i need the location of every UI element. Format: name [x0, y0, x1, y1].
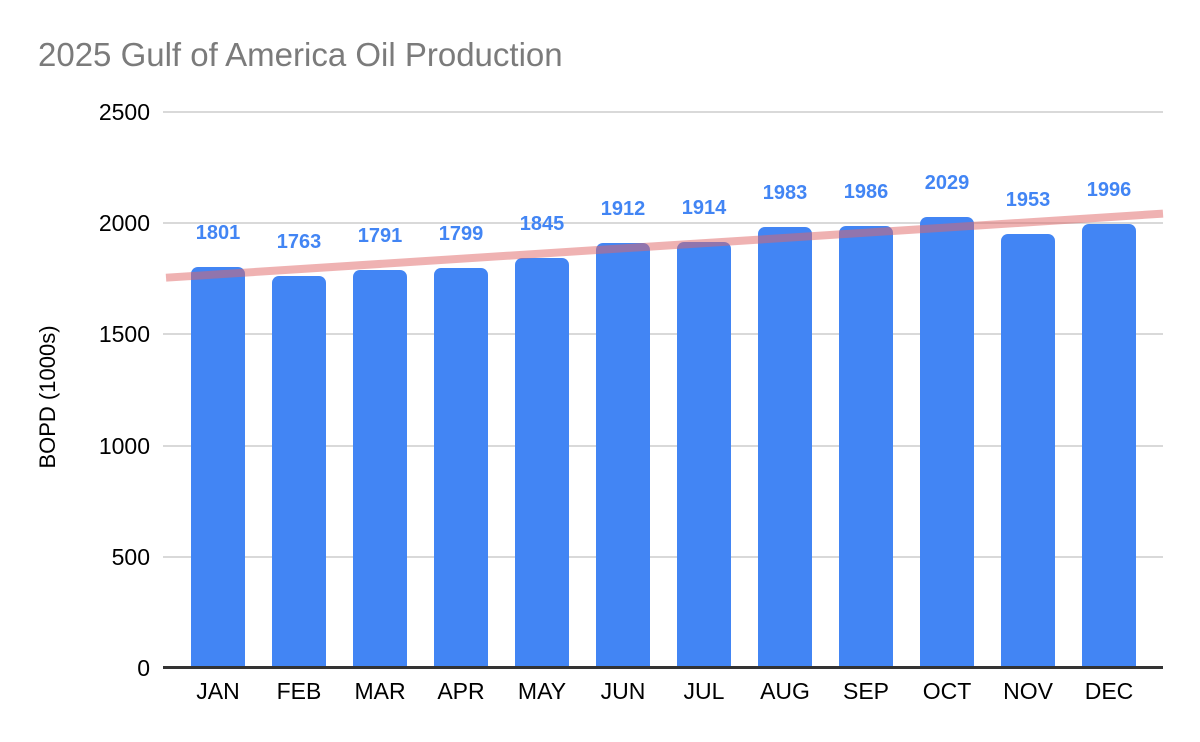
x-tick-label-sep: SEP: [842, 678, 890, 704]
bar-jan: [191, 267, 245, 668]
x-tick-label-feb: FEB: [276, 678, 322, 704]
x-tick-label-dec: DEC: [1084, 678, 1134, 704]
gridline-1000: [163, 444, 1163, 447]
bar-value-label-nov: 1953: [1005, 188, 1051, 211]
chart-title: 2025 Gulf of America Oil Production: [38, 36, 563, 73]
x-tick-label-mar: MAR: [354, 678, 406, 704]
x-tick-label-may: MAY: [517, 678, 567, 704]
bar-apr: [434, 267, 488, 668]
x-tick-label-oct: OCT: [922, 678, 972, 704]
bar-value-label-sep: 1986: [843, 181, 889, 204]
y-tick-label-0: 0: [137, 655, 150, 681]
bar-jun: [596, 242, 650, 668]
bar-aug: [758, 226, 812, 668]
x-axis-line: [163, 666, 1163, 669]
bar-feb: [272, 275, 326, 668]
bar-nov: [1001, 233, 1055, 668]
bar-dec: [1082, 224, 1136, 668]
bar-value-label-feb: 1763: [276, 230, 322, 253]
bar-value-label-may: 1845: [519, 212, 565, 235]
bar-value-label-jul: 1914: [681, 197, 727, 220]
gridline-2000: [163, 222, 1163, 225]
bar-value-label-dec: 1996: [1086, 179, 1132, 202]
bar-jul: [677, 242, 731, 668]
bar-value-label-oct: 2029: [924, 171, 970, 194]
gridline-500: [163, 555, 1163, 558]
gridline-2500: [163, 111, 1163, 113]
bar-mar: [353, 269, 407, 668]
bar-may: [515, 257, 569, 668]
x-tick-label-jan: JAN: [196, 678, 240, 704]
y-tick-label-1000: 1000: [98, 432, 150, 459]
x-tick-label-jul: JUL: [683, 678, 725, 704]
y-tick-label-1500: 1500: [98, 321, 150, 348]
bar-sep: [839, 226, 893, 668]
x-tick-label-apr: APR: [437, 678, 485, 704]
bar-value-label-mar: 1791: [357, 224, 403, 247]
x-tick-label-nov: NOV: [1003, 678, 1053, 704]
bar-value-label-jun: 1912: [600, 197, 646, 220]
y-tick-label-2500: 2500: [98, 99, 150, 125]
bar-value-label-jan: 1801: [195, 222, 241, 245]
bar-oct: [920, 216, 974, 668]
y-tick-label-500: 500: [111, 543, 150, 570]
x-tick-label-aug: AUG: [760, 678, 810, 704]
gridline-1500: [163, 333, 1163, 336]
bar-value-label-apr: 1799: [438, 222, 484, 245]
x-tick-label-jun: JUN: [600, 678, 646, 704]
y-tick-label-2000: 2000: [98, 210, 150, 237]
bar-value-label-aug: 1983: [762, 181, 808, 204]
